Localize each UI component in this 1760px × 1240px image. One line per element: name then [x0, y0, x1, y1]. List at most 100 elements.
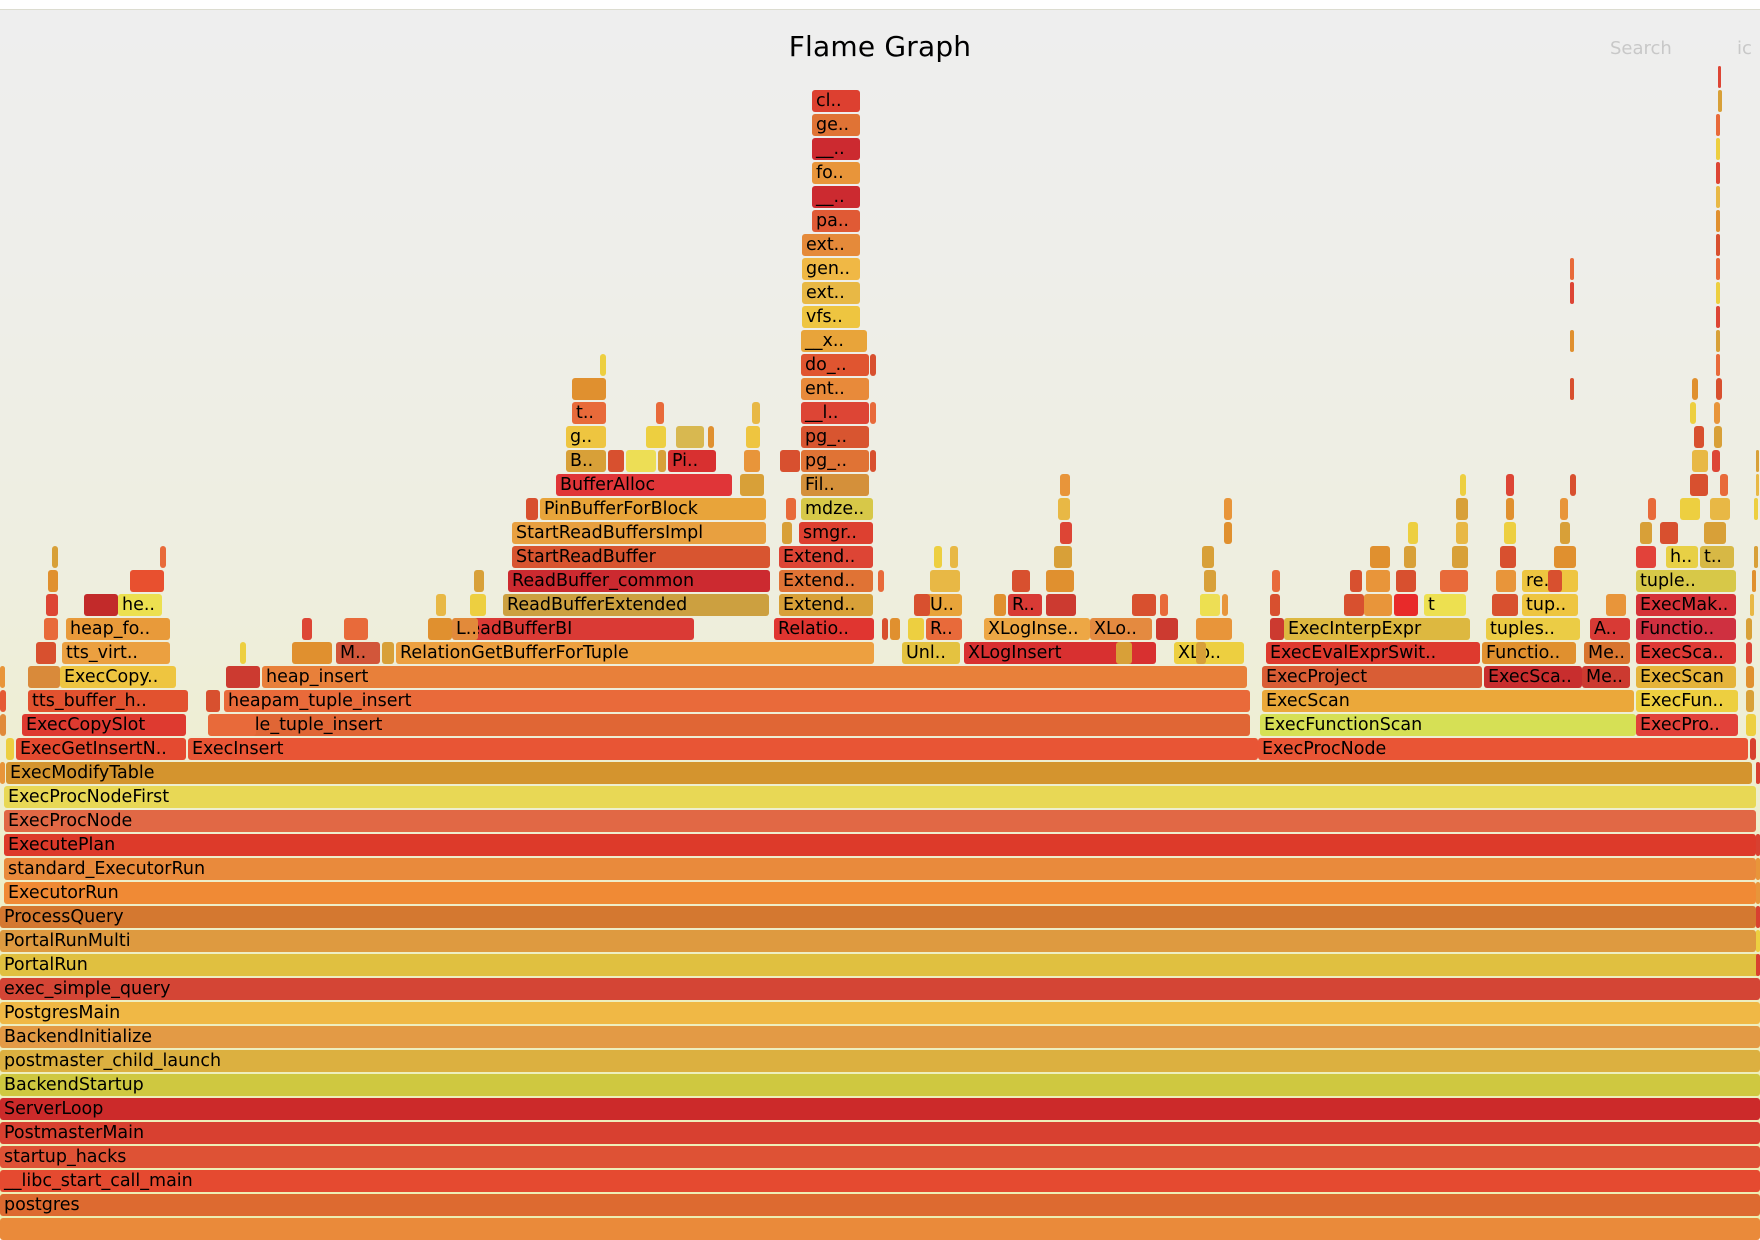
- frame-exec-pro[interactable]: ExecPro..: [1636, 714, 1738, 736]
- frame-he-frame[interactable]: he..: [118, 594, 162, 616]
- frame-small-frame[interactable]: [6, 738, 14, 760]
- frame-small-frame[interactable]: [572, 378, 606, 400]
- frame-exec-proc-node-2[interactable]: ExecProcNode: [1258, 738, 1748, 760]
- frame-exec-interp-expr[interactable]: ExecInterpExpr: [1284, 618, 1470, 640]
- frame-exec-sca-1[interactable]: ExecSca..: [1484, 666, 1582, 688]
- frame-small-frame[interactable]: [1560, 498, 1568, 520]
- frame-small-frame[interactable]: [46, 594, 58, 616]
- frame-extend-2[interactable]: Extend..: [779, 570, 873, 592]
- frame-exec-sca-2[interactable]: ExecSca..: [1636, 642, 1736, 664]
- frame-small-frame[interactable]: [890, 618, 900, 640]
- frame-small-frame[interactable]: [1718, 90, 1722, 112]
- frame-small-frame[interactable]: [656, 402, 664, 424]
- frame-small-frame[interactable]: [470, 594, 486, 616]
- frame-do-frame[interactable]: do_..: [801, 354, 869, 376]
- frame-small-frame[interactable]: [1452, 546, 1468, 568]
- frame-small-frame[interactable]: [1506, 498, 1514, 520]
- frame-t-frame-3[interactable]: t..: [572, 402, 606, 424]
- frame-portal-run-multi[interactable]: PortalRunMulti: [0, 930, 1756, 952]
- frame-small-frame[interactable]: [1720, 474, 1728, 496]
- frame-small-frame[interactable]: [1710, 498, 1730, 520]
- frame-small-frame[interactable]: [1456, 522, 1468, 544]
- frame-exec-modify-table[interactable]: ExecModifyTable: [6, 762, 1752, 784]
- frame-small-frame[interactable]: [1716, 114, 1720, 136]
- frame-small-frame[interactable]: [1116, 642, 1132, 664]
- frame-small-frame[interactable]: [226, 666, 260, 688]
- frame-small-frame[interactable]: [1054, 546, 1072, 568]
- frame-small-frame[interactable]: [84, 594, 118, 616]
- frame-backend-initialize[interactable]: BackendInitialize: [0, 1026, 1760, 1048]
- frame-small-frame[interactable]: [1756, 930, 1760, 952]
- frame-small-frame[interactable]: [994, 594, 1006, 616]
- frame-heap-insert[interactable]: heap_insert: [262, 666, 1247, 688]
- frame-exec-copy-slot[interactable]: ExecCopySlot: [22, 714, 186, 736]
- frame-exec-function-scan[interactable]: ExecFunctionScan: [1260, 714, 1636, 736]
- frame-small-frame[interactable]: [160, 546, 166, 568]
- frame-small-frame[interactable]: [382, 642, 394, 664]
- frame-buffer-alloc[interactable]: BufferAlloc: [556, 474, 732, 496]
- frame-small-frame[interactable]: [1270, 594, 1280, 616]
- frame-small-frame[interactable]: [1270, 618, 1284, 640]
- frame-small-frame[interactable]: [658, 450, 666, 472]
- frame-small-frame[interactable]: [1570, 474, 1576, 496]
- frame-small-frame[interactable]: [1408, 522, 1418, 544]
- frame-start-read-buffers-impl[interactable]: StartReadBuffersImpl: [512, 522, 766, 544]
- frame-small-frame[interactable]: [1204, 570, 1216, 592]
- frame-heapam-tuple-insert[interactable]: heapam_tuple_insert: [224, 690, 1250, 712]
- frame-small-frame[interactable]: [1716, 186, 1720, 208]
- frame-small-frame[interactable]: [1756, 882, 1760, 904]
- frame-small-frame[interactable]: [1692, 450, 1708, 472]
- frame-small-frame[interactable]: [1746, 618, 1752, 640]
- frame-unl[interactable]: Unl..: [902, 642, 960, 664]
- frame-exec-project[interactable]: ExecProject: [1262, 666, 1482, 688]
- frame-small-frame[interactable]: [292, 642, 332, 664]
- frame-small-frame[interactable]: [1712, 450, 1720, 472]
- frame-small-frame[interactable]: [1694, 426, 1704, 448]
- frame-small-frame[interactable]: [0, 762, 5, 784]
- frame-small-frame[interactable]: [1506, 474, 1514, 496]
- frame-exec-proc-node-first[interactable]: ExecProcNodeFirst: [4, 786, 1756, 808]
- frame-small-frame[interactable]: [1370, 546, 1390, 568]
- frame-l-frame[interactable]: L..: [452, 618, 478, 640]
- frame-small-frame[interactable]: [1570, 258, 1574, 280]
- frame-small-frame[interactable]: [1394, 594, 1418, 616]
- frame-small-frame[interactable]: [870, 450, 876, 472]
- frame-root[interactable]: [0, 1218, 1760, 1240]
- frame-small-frame[interactable]: [1716, 330, 1720, 352]
- frame-small-frame[interactable]: [1456, 498, 1468, 520]
- frame-small-frame[interactable]: [1716, 354, 1720, 376]
- frame-small-frame[interactable]: [1436, 594, 1456, 616]
- frame-small-frame[interactable]: [882, 618, 888, 640]
- frame-exec-scan-2[interactable]: ExecScan: [1636, 666, 1736, 688]
- frame-exec-copy[interactable]: ExecCopy..: [60, 666, 176, 688]
- frame-small-frame[interactable]: [0, 690, 6, 712]
- frame-b-frame[interactable]: B..: [566, 450, 606, 472]
- frame-small-frame[interactable]: [1156, 618, 1178, 640]
- frame-small-frame[interactable]: [1756, 954, 1760, 976]
- frame-small-frame[interactable]: [52, 546, 58, 568]
- frame-small-frame[interactable]: [1716, 378, 1722, 400]
- frame-small-frame[interactable]: [1058, 498, 1070, 520]
- frame-small-frame[interactable]: [1200, 594, 1210, 616]
- frame-tup[interactable]: tup..: [1522, 594, 1578, 616]
- frame-extend-3[interactable]: Extend..: [779, 546, 873, 568]
- frame-server-loop[interactable]: ServerLoop: [0, 1098, 1760, 1120]
- frame-small-frame[interactable]: [1716, 258, 1720, 280]
- frame-ge[interactable]: ge..: [812, 114, 860, 136]
- frame-startup-hacks[interactable]: startup_hacks: [0, 1146, 1760, 1168]
- frame-smgr[interactable]: smgr..: [799, 522, 873, 544]
- frame-small-frame[interactable]: [1160, 594, 1168, 616]
- frame-small-frame[interactable]: [428, 618, 452, 640]
- frame-fo[interactable]: fo..: [812, 162, 860, 184]
- frame-ext-1[interactable]: ext..: [802, 282, 860, 304]
- frame-portal-run[interactable]: PortalRun: [0, 954, 1760, 976]
- frame-small-frame[interactable]: [600, 354, 606, 376]
- frame-small-frame[interactable]: [1366, 570, 1390, 592]
- frame-small-frame[interactable]: [1060, 522, 1072, 544]
- frame-xlo-2[interactable]: XLo..: [1090, 618, 1152, 640]
- frame-small-frame[interactable]: [930, 570, 960, 592]
- frame-small-frame[interactable]: [914, 594, 930, 616]
- frame-small-frame[interactable]: [878, 570, 884, 592]
- frame-small-frame[interactable]: [740, 474, 764, 496]
- frame-small-frame[interactable]: [344, 618, 368, 640]
